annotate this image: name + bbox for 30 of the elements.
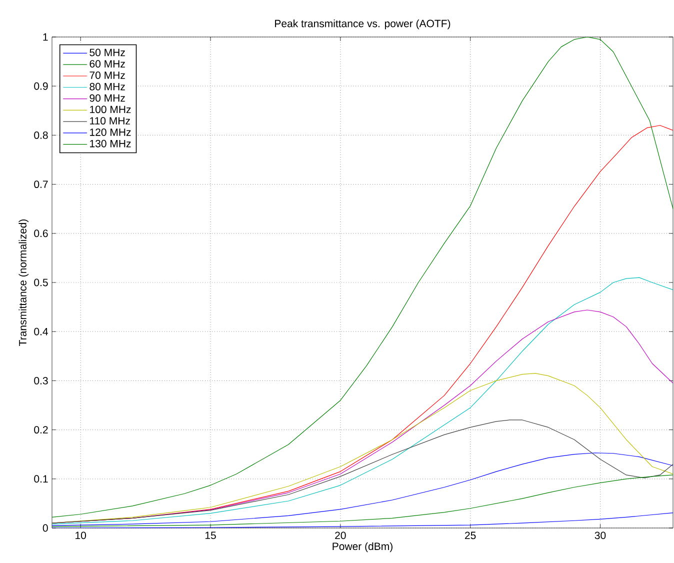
legend-label: 80 MHz xyxy=(90,82,125,90)
y-tick-label: 0.1 xyxy=(34,475,48,483)
x-tick-label: 25 xyxy=(465,532,476,540)
y-tick-label: 1 xyxy=(43,33,48,41)
legend-label: 50 MHz xyxy=(90,48,125,56)
y-tick-label: 0.2 xyxy=(34,426,48,434)
legend-label: 60 MHz xyxy=(90,60,125,68)
y-tick-label: 0.4 xyxy=(34,328,48,336)
y-tick-label: 0 xyxy=(42,524,48,532)
legend-label: 100 MHz xyxy=(90,106,131,114)
y-tick-label: 0.5 xyxy=(34,278,48,286)
line-series xyxy=(52,420,674,524)
x-tick-label: 15 xyxy=(205,532,216,540)
legend-label: 120 MHz xyxy=(90,128,131,136)
legend-label: 110 MHz xyxy=(90,117,130,125)
y-tick-label: 0.8 xyxy=(34,131,48,139)
x-tick-label: 20 xyxy=(335,532,346,540)
legend-label: 90 MHz xyxy=(90,94,125,102)
y-tick-label: 0.9 xyxy=(34,82,48,90)
y-tick-label: 0.3 xyxy=(34,376,48,384)
legend-label: 130 MHz xyxy=(90,140,131,148)
y-tick-label: 0.7 xyxy=(34,180,48,188)
line-series xyxy=(52,36,674,518)
x-tick-label: 30 xyxy=(594,532,606,540)
chart-title: Peak transmittance vs. power (AOTF) xyxy=(275,20,450,30)
y-tick-label: 0.6 xyxy=(34,230,48,238)
legend-label: 70 MHz xyxy=(90,72,125,79)
x-tick-label: 10 xyxy=(76,532,86,540)
x-axis-title: Power (dBm) xyxy=(332,542,392,552)
y-axis-title: Transmittance (normalized) xyxy=(18,219,29,346)
